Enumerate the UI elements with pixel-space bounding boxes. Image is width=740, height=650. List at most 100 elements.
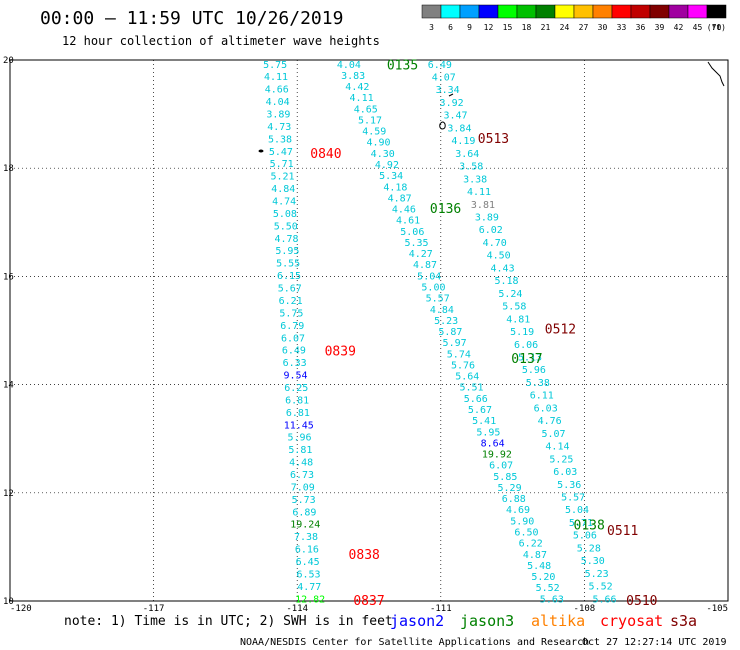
satellite-jason2: jason2 (390, 612, 444, 630)
legend-label: 39 (655, 23, 665, 32)
wave-height-value: 6.81 (285, 395, 309, 406)
wave-height-value: 4.73 (267, 122, 291, 133)
wave-height-value: 5.34 (379, 171, 403, 182)
x-tick-label: -105 (706, 604, 728, 614)
wave-height-value: 5.73 (292, 495, 316, 506)
wave-height-value: 5.87 (438, 327, 462, 338)
wave-height-value: 4.18 (383, 182, 407, 193)
wave-height-value: 5.97 (443, 338, 467, 349)
legend-label: 42 (674, 23, 684, 32)
wave-height-value: 5.38 (268, 134, 292, 145)
wave-height-value: 5.66 (464, 394, 488, 405)
wave-height-value: 6.11 (530, 391, 554, 402)
legend-label: 24 (560, 23, 570, 32)
wave-height-value: 4.14 (545, 442, 569, 453)
wave-height-value: 5.18 (494, 276, 518, 287)
wave-height-value: 6.15 (277, 271, 301, 282)
wave-height-value: 4.84 (271, 184, 295, 195)
wave-height-value: 5.95 (476, 427, 500, 438)
wave-height-value: 3.34 (436, 85, 460, 96)
wave-height-value: 4.50 (487, 251, 511, 262)
wave-height-value: 5.19 (510, 327, 534, 338)
wave-height-value: 5.48 (527, 561, 551, 572)
wave-height-value: 5.28 (577, 543, 601, 554)
legend-swatch (706, 4, 727, 19)
wave-height-value: 4.84 (430, 305, 454, 316)
wave-height-value: 5.55 (276, 259, 300, 270)
wave-height-value: 5.21 (270, 172, 294, 183)
wave-height-value: 5.08 (273, 209, 297, 220)
legend-label: 21 (541, 23, 551, 32)
wave-height-value: 5.76 (451, 360, 475, 371)
x-tick-label: -108 (574, 604, 596, 614)
wave-height-value: 11.45 (284, 420, 314, 431)
wave-height-value: 6.21 (279, 296, 303, 307)
wave-height-value: 4.87 (388, 193, 412, 204)
wave-height-value: 4.11 (350, 93, 374, 104)
wave-height-value: 6.22 (519, 539, 543, 550)
wave-height-value: 5.47 (269, 147, 293, 158)
wave-height-value: 4.07 (432, 73, 456, 84)
coastline-mainland (707, 61, 725, 87)
pass-label: 0136 (430, 202, 461, 217)
wave-height-value: 5.07 (541, 429, 565, 440)
wave-height-value: 5.52 (589, 582, 613, 593)
wave-height-value: 4.90 (366, 138, 390, 149)
wave-height-value: 4.19 (451, 136, 475, 147)
wave-height-value: 7.38 (294, 532, 318, 543)
wave-height-value: 5.52 (536, 583, 560, 594)
wave-height-value: 5.23 (585, 569, 609, 580)
wave-height-value: 4.87 (413, 260, 437, 271)
legend-swatch (592, 4, 613, 19)
wave-height-value: 4.74 (272, 197, 296, 208)
pass-label: 0510 (626, 594, 657, 609)
wave-height-value: 4.81 (506, 314, 530, 325)
wave-height-value: 19.92 (482, 450, 512, 461)
wave-height-value: 4.92 (375, 160, 399, 171)
legend-label: 36 (636, 23, 646, 32)
wave-height-value: 8.64 (481, 438, 505, 449)
track-0135: 4.043.834.424.114.655.174.594.904.304.92… (337, 60, 564, 606)
wave-height-value: 4.04 (337, 60, 361, 71)
wave-height-value: 6.50 (514, 527, 538, 538)
pass-label: 0513 (478, 132, 509, 147)
wave-height-value: 4.30 (371, 149, 395, 160)
x-tick-label: -114 (286, 604, 308, 614)
pass-labels: 0135 0840 0513 0136 0512 0839 0137 0138 0511 0838… (310, 58, 657, 609)
wave-height-value: 19.24 (290, 520, 320, 531)
wave-height-value: 5.04 (417, 271, 441, 282)
legend-swatch (687, 4, 708, 19)
wave-height-value: 4.87 (523, 550, 547, 561)
wave-height-value: 5.63 (540, 594, 564, 605)
legend-label: 18 (522, 23, 532, 32)
wave-height-value: 4.43 (491, 263, 515, 274)
wave-height-value: 5.57 (426, 294, 450, 305)
wave-height-value: 4.78 (275, 234, 299, 245)
wave-height-value: 5.13 (518, 352, 542, 363)
pass-label: 0512 (545, 322, 576, 337)
note-text: note: 1) Time is in UTC; 2) SWH is in fe… (64, 614, 393, 629)
wave-height-value: 4.27 (409, 249, 433, 260)
y-tick-label: 14 (3, 381, 14, 391)
legend-label: 70 (712, 23, 722, 32)
legend-swatch (440, 4, 461, 19)
wave-height-value: 4.42 (345, 82, 369, 93)
x-tick-label: -111 (430, 604, 452, 614)
y-tick-label: 20 (3, 56, 14, 66)
footer-timestamp: Oct 27 12:27:14 UTC 2019 (582, 637, 727, 648)
pass-label: 0135 (387, 58, 418, 73)
wave-height-value: 6.53 (296, 569, 320, 580)
legend-label: 12 (484, 23, 494, 32)
satellite-legend: jason2 jason3 altika cryosat s3a (390, 612, 697, 630)
wave-height-value: 6.25 (284, 383, 308, 394)
wave-height-value: 5.57 (561, 492, 585, 503)
track-0513: 6.49 4.073.34 3.92 3.473.84 4.19 3.64 3.583.38… (428, 60, 617, 606)
wave-height-value: 5.67 (278, 284, 302, 295)
legend-swatch (516, 4, 537, 19)
wave-height-value: 6.06 (514, 340, 538, 351)
wave-height-value: 3.58 (459, 162, 483, 173)
island-small (439, 121, 446, 130)
wave-height-value: 6.07 (489, 461, 513, 472)
wave-height-value: 6.49 (428, 60, 452, 71)
wave-height-value: 5.75 (279, 308, 303, 319)
